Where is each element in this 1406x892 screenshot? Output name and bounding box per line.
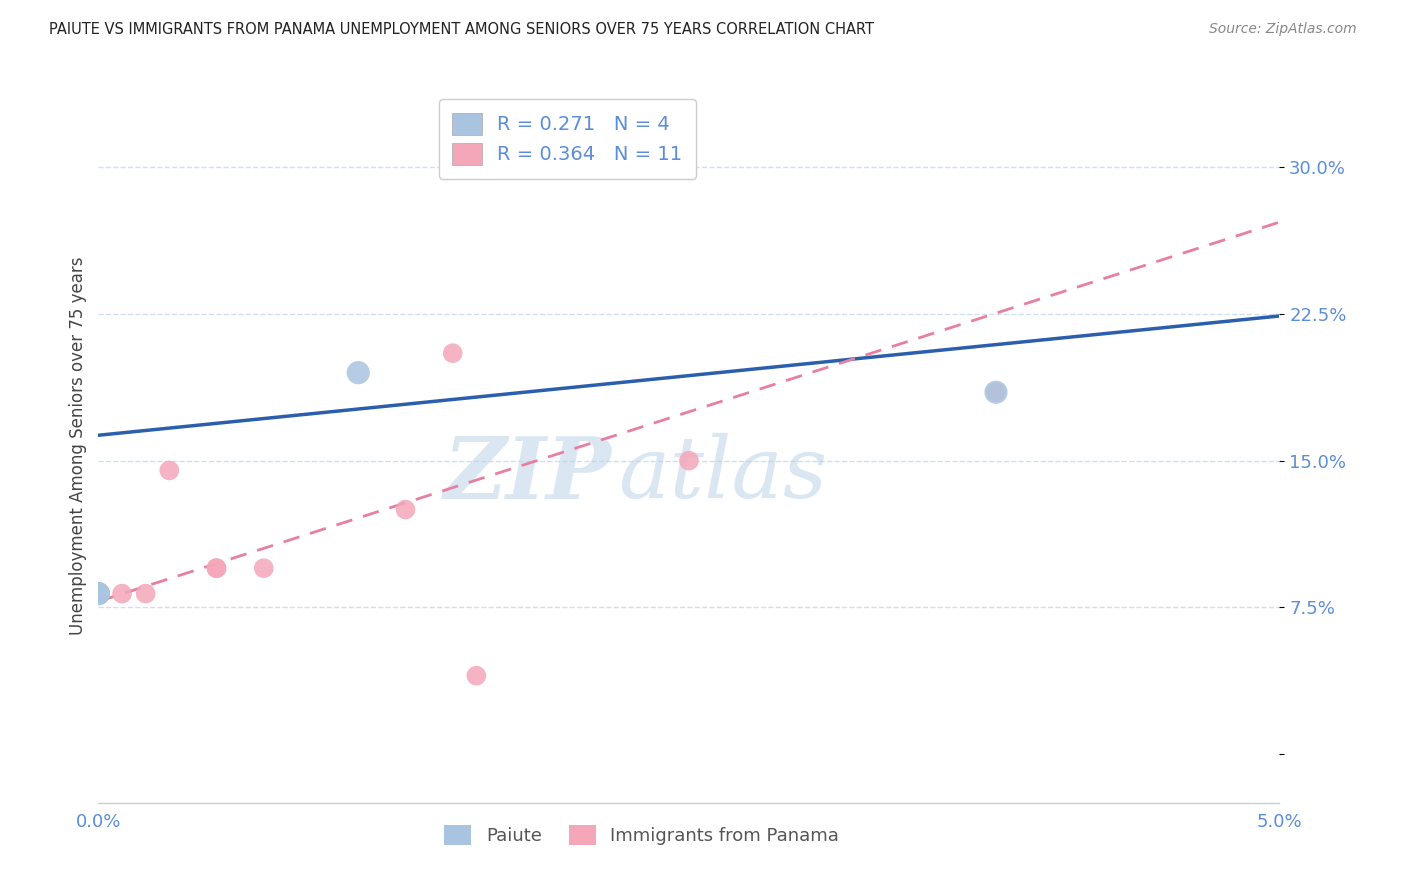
Point bbox=[111, 586, 134, 600]
Point bbox=[205, 561, 228, 575]
Point bbox=[347, 366, 370, 380]
Point bbox=[135, 586, 157, 600]
Point bbox=[87, 586, 110, 600]
Point bbox=[678, 453, 700, 467]
Legend: Paiute, Immigrants from Panama: Paiute, Immigrants from Panama bbox=[432, 812, 852, 858]
Y-axis label: Unemployment Among Seniors over 75 years: Unemployment Among Seniors over 75 years bbox=[69, 257, 87, 635]
Point bbox=[394, 502, 416, 516]
Point bbox=[984, 385, 1007, 400]
Point bbox=[984, 385, 1007, 400]
Text: atlas: atlas bbox=[619, 434, 827, 516]
Point bbox=[465, 669, 488, 683]
Point bbox=[205, 561, 228, 575]
Point bbox=[87, 586, 110, 600]
Point bbox=[253, 561, 276, 575]
Point bbox=[441, 346, 464, 360]
Text: PAIUTE VS IMMIGRANTS FROM PANAMA UNEMPLOYMENT AMONG SENIORS OVER 75 YEARS CORREL: PAIUTE VS IMMIGRANTS FROM PANAMA UNEMPLO… bbox=[49, 22, 875, 37]
Text: ZIP: ZIP bbox=[444, 433, 612, 516]
Point bbox=[157, 463, 180, 477]
Text: Source: ZipAtlas.com: Source: ZipAtlas.com bbox=[1209, 22, 1357, 37]
